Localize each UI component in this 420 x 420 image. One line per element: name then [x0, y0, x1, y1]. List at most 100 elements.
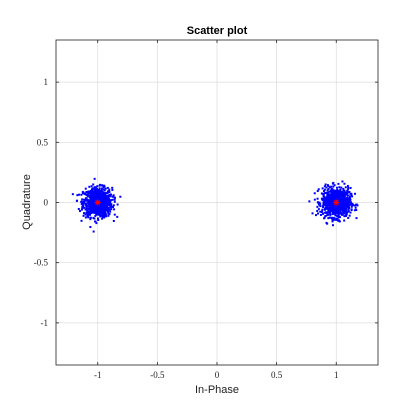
sample-point: [324, 183, 327, 186]
sample-point: [324, 198, 327, 201]
sample-point: [311, 212, 314, 215]
sample-point: [346, 203, 349, 206]
sample-point: [79, 210, 81, 213]
sample-point: [331, 224, 334, 227]
sample-point: [339, 205, 342, 208]
sample-point: [97, 218, 100, 221]
sample-point: [105, 192, 108, 195]
sample-point: [330, 204, 333, 207]
sample-point: [336, 208, 339, 211]
sample-point: [339, 206, 342, 209]
sample-point: [339, 216, 342, 219]
sample-point: [340, 213, 343, 216]
sample-point: [347, 200, 350, 203]
sample-point: [90, 185, 93, 188]
sample-point: [325, 197, 328, 200]
sample-point: [321, 199, 324, 202]
sample-point: [319, 202, 322, 205]
sample-point: [343, 206, 346, 209]
sample-point: [315, 214, 318, 217]
sample-point: [93, 186, 96, 189]
sample-point: [331, 217, 334, 220]
sample-point: [103, 216, 106, 219]
reference-marker: [333, 199, 340, 206]
sample-point: [347, 186, 350, 189]
sample-point: [327, 217, 330, 220]
sample-point: [323, 211, 326, 214]
sample-point: [76, 194, 79, 197]
sample-point: [101, 193, 104, 196]
sample-point: [351, 195, 354, 198]
sample-point: [89, 206, 92, 209]
sample-point: [346, 194, 349, 197]
sample-point: [93, 220, 96, 223]
sample-point: [332, 209, 335, 212]
sample-point: [346, 184, 349, 187]
sample-point: [107, 210, 109, 213]
sample-point: [87, 211, 90, 214]
sample-point: [336, 195, 339, 198]
sample-point: [340, 196, 343, 199]
sample-point: [321, 212, 324, 215]
axis-ticks: -1 -0.5 0 0.5 1 -1 -0.5 0 0.5 1: [34, 40, 378, 380]
sample-point: [93, 193, 96, 196]
sample-point: [331, 220, 334, 223]
sample-point: [98, 189, 101, 192]
sample-point: [347, 188, 350, 191]
sample-point: [324, 214, 327, 217]
sample-point: [336, 193, 339, 196]
sample-point: [316, 189, 319, 192]
sample-point: [113, 196, 116, 199]
sample-point: [86, 198, 89, 201]
sample-point: [322, 195, 325, 198]
sample-point: [86, 195, 89, 198]
sample-point: [326, 193, 329, 196]
sample-point: [88, 185, 91, 188]
sample-point: [85, 191, 88, 194]
sample-point: [86, 207, 89, 210]
sample-point: [77, 208, 80, 211]
sample-point: [84, 187, 87, 190]
sample-point: [84, 213, 87, 216]
sample-point: [331, 218, 334, 221]
sample-point: [324, 192, 327, 195]
sample-point: [334, 206, 337, 209]
sample-point: [80, 219, 83, 222]
sample-point: [97, 197, 100, 200]
sample-point: [71, 193, 74, 196]
sample-point: [348, 197, 351, 200]
sample-point: [329, 213, 332, 216]
sample-point: [316, 210, 319, 213]
sample-point: [326, 222, 329, 225]
sample-point: [324, 196, 327, 199]
sample-point: [331, 213, 334, 216]
sample-point: [86, 202, 89, 205]
sample-point: [329, 195, 332, 198]
sample-point: [346, 211, 349, 214]
sample-point: [119, 195, 122, 198]
sample-point: [103, 192, 106, 195]
sample-point: [339, 189, 342, 192]
sample-point: [327, 211, 330, 214]
sample-point: [108, 194, 111, 197]
sample-point: [322, 206, 325, 208]
sample-point: [109, 206, 112, 209]
sample-point: [87, 208, 90, 211]
sample-point: [97, 193, 100, 196]
sample-point: [322, 197, 325, 200]
sample-point: [104, 207, 107, 210]
sample-point: [109, 201, 112, 204]
sample-point: [82, 214, 85, 217]
sample-point: [105, 196, 108, 199]
sample-point: [344, 201, 347, 204]
sample-point: [93, 202, 96, 205]
sample-point: [93, 177, 96, 180]
sample-point: [336, 214, 339, 217]
x-tick-label: -1: [94, 370, 102, 380]
sample-point: [332, 185, 335, 188]
sample-point: [347, 216, 350, 219]
sample-point: [86, 204, 89, 207]
sample-point: [328, 211, 331, 214]
sample-point: [107, 206, 110, 209]
